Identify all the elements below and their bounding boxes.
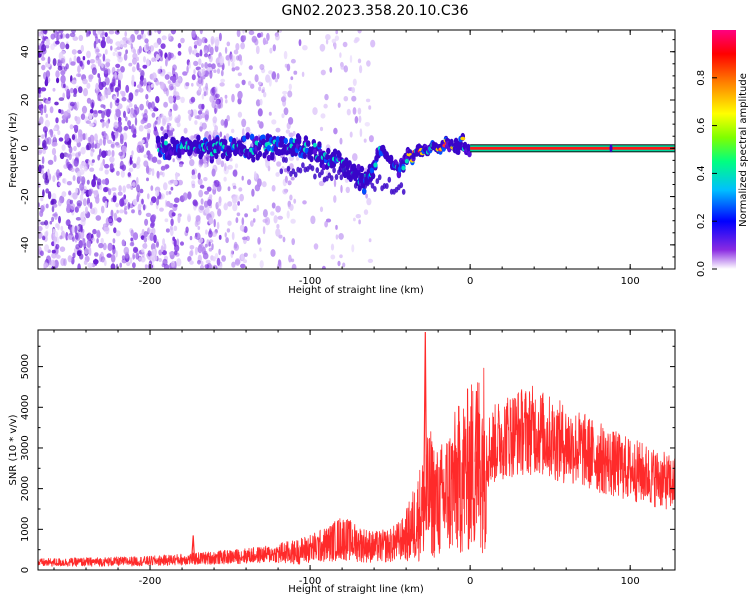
- spectrogram-y-tick-label: -40: [20, 237, 31, 253]
- snr-series: [38, 331, 675, 567]
- figure-title: GN02.2023.358.20.10.C36: [282, 3, 469, 19]
- spectrogram-noise-speckle: [38, 30, 376, 269]
- snr-spike: [474, 390, 479, 506]
- snr-y-tick-label: 1000: [20, 517, 31, 542]
- colorbar-label: Normalized spectral amplitude: [738, 73, 749, 227]
- spectrogram-panel: -200 -100 0 100 40 20 0 -20 -40 Height of straig…: [8, 29, 676, 296]
- colorbar: 0.0 0.2 0.4 0.6 0.8 Normalized spectral ampl…: [696, 30, 749, 277]
- snr-x-tick-label: 0: [467, 576, 473, 587]
- spectrogram-y-tick-label: -20: [20, 188, 31, 204]
- colorbar-tick-label: 0.6: [696, 118, 707, 134]
- spectrogram-y-label: Frequency (Hz): [8, 112, 19, 188]
- spectrogram-y-tick-label: 20: [20, 94, 31, 107]
- spectrogram-x-label: Height of straight line (km): [288, 285, 424, 296]
- spectrogram-signal-track: [155, 132, 675, 195]
- spectrogram-x-tick-label: 100: [621, 276, 640, 287]
- colorbar-tick-label: 0.4: [696, 165, 707, 181]
- colorbar-tick-label: 0.2: [696, 213, 707, 229]
- snr-y-tick-label: 0: [20, 567, 31, 573]
- spectrogram-y-tick-label: 0: [20, 145, 31, 151]
- colorbar-tick-label: 0.8: [696, 70, 707, 86]
- spectrogram-x-tick-label: 0: [467, 276, 473, 287]
- snr-y-tick-label: 4000: [20, 395, 31, 420]
- colorbar-tick-label: 0.0: [696, 261, 707, 277]
- snr-x-tick-label: -200: [139, 576, 162, 587]
- snr-y-tick-label: 5000: [20, 354, 31, 379]
- snr-x-label: Height of straight line (km): [288, 584, 424, 595]
- snr-y-tick-label: 2000: [20, 476, 31, 501]
- spectrogram-x-tick-label: -100: [299, 276, 322, 287]
- snr-spike: [423, 331, 428, 530]
- spectrogram-y-tick-label: 40: [20, 45, 31, 58]
- snr-x-tick-label: 100: [621, 576, 640, 587]
- colorbar-gradient: [712, 30, 736, 269]
- snr-spike: [191, 535, 196, 564]
- snr-y-tick-label: 3000: [20, 435, 31, 460]
- colorbar-ticks: 0.0 0.2 0.4 0.6 0.8: [696, 70, 717, 277]
- snr-line: [38, 367, 675, 567]
- spectrogram-x-tick-label: -200: [139, 276, 162, 287]
- spectrogram-frame: [37, 29, 676, 270]
- snr-frame: [37, 329, 676, 571]
- snr-y-label: SNR (10 * v/v): [8, 414, 19, 485]
- snr-x-tick-label: -100: [299, 576, 322, 587]
- spectrogram-heatmap: [38, 30, 675, 269]
